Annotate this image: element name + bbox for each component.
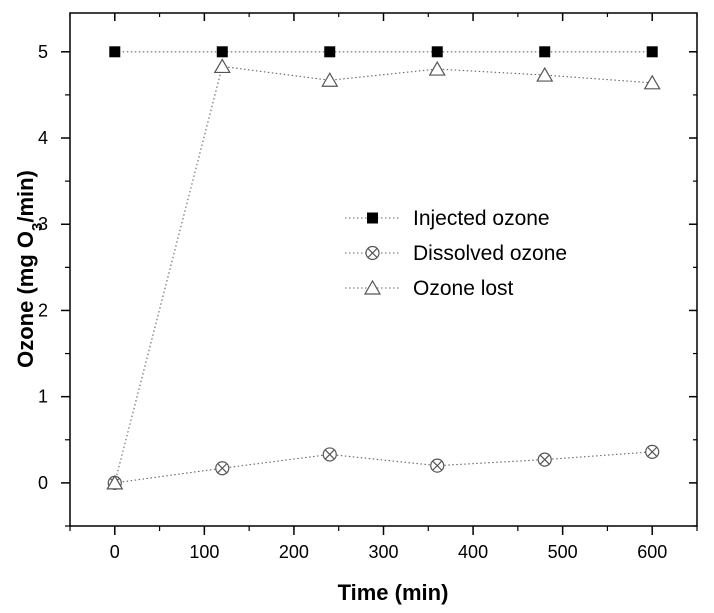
y-axis-title-end: /min) [13,170,38,223]
data-point [215,461,230,476]
y-tick-label: 0 [38,473,48,493]
legend-label: Ozone lost [413,277,514,300]
x-axis-title: Time (min) [338,580,449,605]
legend-label: Dissolved ozone [413,242,567,265]
x-axis-ticks: 0 100 200 300 400 500 600 [69,13,698,562]
data-point [109,46,121,58]
marker-cross [217,463,228,474]
data-point [322,447,337,462]
y-tick-label: 5 [38,42,48,62]
legend-label: Injected ozone [413,207,550,230]
data-point [216,46,228,58]
marker-cross [647,446,658,457]
x-tick-label: 600 [637,542,667,562]
data-point [324,46,336,58]
data-point [321,72,339,87]
y-axis-title-subscript: 3 [29,223,46,231]
x-tick-label: 0 [110,542,120,562]
y-axis-ticks: 0 1 2 3 4 5 [38,42,697,527]
data-point [428,60,446,76]
x-tick-label: 200 [279,542,309,562]
legend-marker [367,212,378,224]
data-point [213,58,231,74]
y-axis-title: Ozone (mg O3/min) [13,170,46,368]
series-line [114,65,653,484]
marker-cross [367,247,378,259]
data-point [537,452,552,467]
marker-cross [539,454,550,465]
plot-frame [69,12,698,527]
y-tick-label: 1 [38,387,48,407]
x-tick-label: 100 [189,542,219,562]
y-axis-title-main: Ozone (mg O [13,231,38,368]
data-point [645,444,660,459]
x-tick-label: 300 [368,542,398,562]
marker-cross [324,449,335,460]
y-tick-label: 2 [38,300,48,320]
legend: Injected ozone Dissolved ozone Ozone lost [345,207,567,300]
data-point [430,458,445,473]
series-line [114,451,653,484]
data-point [643,74,661,90]
x-tick-label: 500 [548,542,578,562]
data-point [431,46,443,58]
data-point [536,66,554,82]
marker-cross [432,460,443,471]
data-point [106,474,124,490]
x-tick-label: 400 [458,542,488,562]
legend-marker [365,245,380,261]
data-point [646,46,658,58]
data-point [539,46,551,58]
series-layer [106,46,661,490]
legend-marker [363,279,382,295]
y-tick-label: 4 [38,128,48,148]
y-tick-label: 3 [38,214,48,234]
